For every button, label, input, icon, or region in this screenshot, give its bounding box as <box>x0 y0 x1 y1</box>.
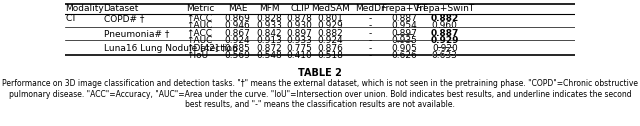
Text: MAE: MAE <box>228 4 247 13</box>
Text: 0.885: 0.885 <box>225 44 250 53</box>
Text: 0.920: 0.920 <box>432 44 458 53</box>
Text: 0.946: 0.946 <box>225 21 250 30</box>
Text: 0.775: 0.775 <box>287 44 312 53</box>
Text: 0.882: 0.882 <box>431 14 459 23</box>
Text: 0.518: 0.518 <box>317 51 343 60</box>
Text: Modality: Modality <box>65 4 104 13</box>
Text: ↑IoU: ↑IoU <box>186 51 209 60</box>
Text: 0.633: 0.633 <box>432 51 458 60</box>
Text: 0.905: 0.905 <box>391 44 417 53</box>
Text: 0.842: 0.842 <box>256 29 282 38</box>
Text: 0.876: 0.876 <box>317 44 343 53</box>
Text: -: - <box>368 37 372 45</box>
Text: Frepa+SwinT: Frepa+SwinT <box>415 4 474 13</box>
Text: 0.924: 0.924 <box>317 37 343 45</box>
Text: 0.929: 0.929 <box>317 21 343 30</box>
Text: 0.897: 0.897 <box>391 29 417 38</box>
Text: TABLE 2: TABLE 2 <box>298 68 342 78</box>
Text: 0.410: 0.410 <box>287 51 312 60</box>
Text: 0.867: 0.867 <box>225 29 250 38</box>
Text: ↑ACC: ↑ACC <box>186 29 212 38</box>
Text: 0.801: 0.801 <box>317 14 343 23</box>
Text: MFM: MFM <box>259 4 280 13</box>
Text: -: - <box>368 14 372 23</box>
Text: 0.878: 0.878 <box>287 14 312 23</box>
Text: 0.930: 0.930 <box>287 21 312 30</box>
Text: Performance on 3D image classification and detection tasks. "†" means the extern: Performance on 3D image classification a… <box>2 79 638 109</box>
Text: -: - <box>368 29 372 38</box>
Text: 0.626: 0.626 <box>391 51 417 60</box>
Text: 0.960: 0.960 <box>432 21 458 30</box>
Text: 0.935: 0.935 <box>391 37 417 45</box>
Text: 0.929: 0.929 <box>431 37 459 45</box>
Text: 0.913: 0.913 <box>256 37 282 45</box>
Text: 0.954: 0.954 <box>391 21 417 30</box>
Text: 0.960: 0.960 <box>432 21 458 30</box>
Text: Luna16 Lung Nodule [42] †: Luna16 Lung Nodule [42] † <box>104 44 225 53</box>
Text: COPD# †: COPD# † <box>104 14 144 23</box>
Text: ↑AUC: ↑AUC <box>186 37 213 45</box>
Text: 0.887: 0.887 <box>391 14 417 23</box>
Text: -: - <box>368 44 372 53</box>
Text: Dataset: Dataset <box>104 4 139 13</box>
Text: Metric: Metric <box>186 4 215 13</box>
Text: ↑ACC: ↑ACC <box>186 14 212 23</box>
Text: ↑Detection: ↑Detection <box>186 44 238 53</box>
Text: 0.933: 0.933 <box>287 37 312 45</box>
Text: ↑AUC: ↑AUC <box>186 21 213 30</box>
Text: -: - <box>368 51 372 60</box>
Text: 0.920: 0.920 <box>432 44 458 53</box>
Text: 0.924: 0.924 <box>225 37 250 45</box>
Text: 0.828: 0.828 <box>256 14 282 23</box>
Text: 0.633: 0.633 <box>432 51 458 60</box>
Text: 0.897: 0.897 <box>287 29 312 38</box>
Text: 0.548: 0.548 <box>256 51 282 60</box>
Text: 0.897: 0.897 <box>391 29 417 38</box>
Text: Pneumonia# †: Pneumonia# † <box>104 29 169 38</box>
Text: 0.569: 0.569 <box>225 51 250 60</box>
Text: Frepa+ViT: Frepa+ViT <box>381 4 427 13</box>
Text: 0.935: 0.935 <box>391 37 417 45</box>
Text: CLIP: CLIP <box>290 4 309 13</box>
Text: CT: CT <box>65 14 77 23</box>
Text: 0.933: 0.933 <box>256 21 282 30</box>
Text: 0.869: 0.869 <box>225 14 250 23</box>
Text: MedSAM: MedSAM <box>311 4 349 13</box>
Text: -: - <box>368 21 372 30</box>
Text: 0.872: 0.872 <box>256 44 282 53</box>
Text: MedDr: MedDr <box>355 4 385 13</box>
Text: 0.887: 0.887 <box>431 29 459 38</box>
Text: 0.882: 0.882 <box>317 29 343 38</box>
